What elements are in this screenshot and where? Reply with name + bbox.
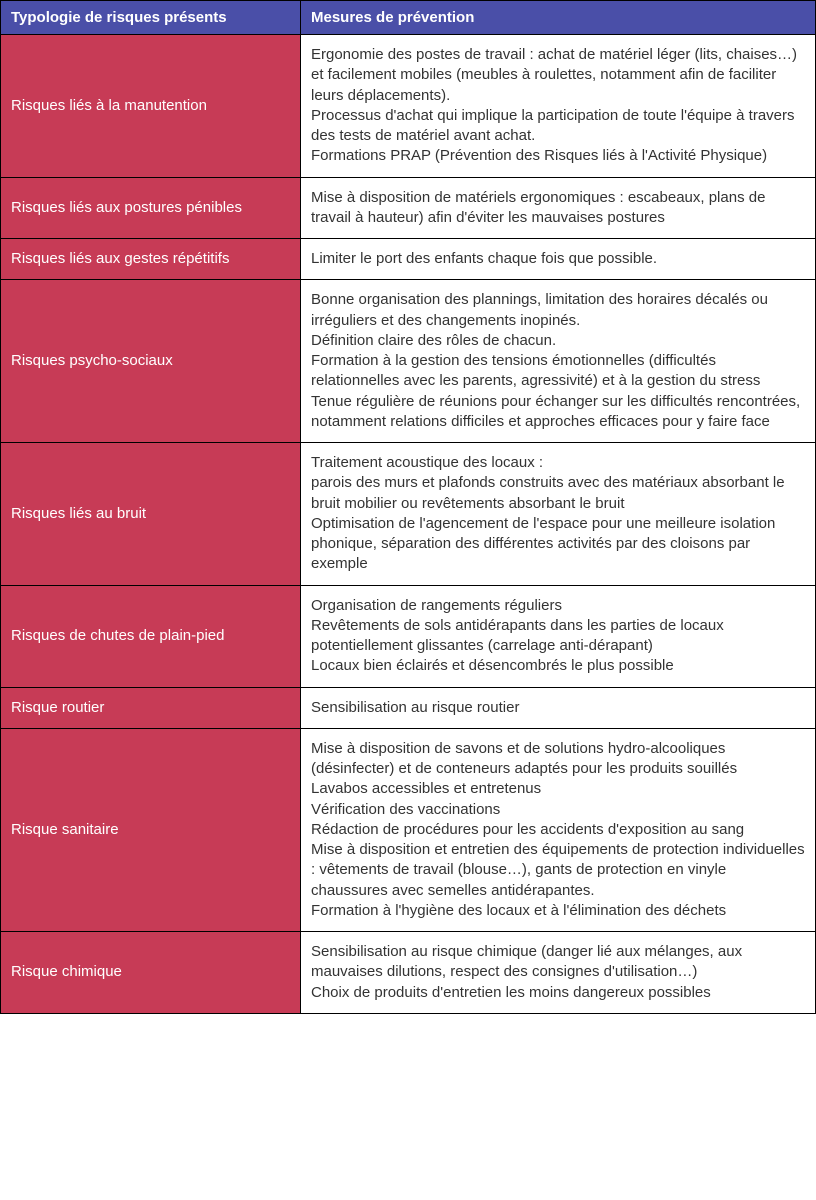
table-row: Risque chimique Sensibilisation au risqu… xyxy=(1,932,816,1014)
table-row: Risques psycho-sociaux Bonne organisatio… xyxy=(1,280,816,443)
measure-cell: Sensibilisation au risque chimique (dang… xyxy=(301,932,816,1014)
risk-cell: Risque routier xyxy=(1,687,301,728)
measure-cell: Organisation de rangements réguliersRevê… xyxy=(301,585,816,687)
table-row: Risque sanitaire Mise à disposition de s… xyxy=(1,728,816,931)
measure-cell: Mise à disposition de savons et de solut… xyxy=(301,728,816,931)
risk-cell: Risques liés aux postures pénibles xyxy=(1,177,301,239)
risk-cell: Risques liés à la manutention xyxy=(1,35,301,178)
table-header-row: Typologie de risques présents Mesures de… xyxy=(1,1,816,35)
measure-cell: Ergonomie des postes de travail : achat … xyxy=(301,35,816,178)
table-row: Risques de chutes de plain-pied Organisa… xyxy=(1,585,816,687)
risk-table: Typologie de risques présents Mesures de… xyxy=(0,0,816,1014)
measure-cell: Bonne organisation des plannings, limita… xyxy=(301,280,816,443)
table-body: Risques liés à la manutention Ergonomie … xyxy=(1,35,816,1014)
measure-cell: Sensibilisation au risque routier xyxy=(301,687,816,728)
measure-cell: Mise à disposition de matériels ergonomi… xyxy=(301,177,816,239)
risk-cell: Risques liés aux gestes répétitifs xyxy=(1,239,301,280)
risk-cell: Risques liés au bruit xyxy=(1,443,301,586)
risk-cell: Risques de chutes de plain-pied xyxy=(1,585,301,687)
risk-table-container: Typologie de risques présents Mesures de… xyxy=(0,0,816,1014)
risk-cell: Risques psycho-sociaux xyxy=(1,280,301,443)
table-row: Risques liés à la manutention Ergonomie … xyxy=(1,35,816,178)
risk-cell: Risque sanitaire xyxy=(1,728,301,931)
measure-cell: Limiter le port des enfants chaque fois … xyxy=(301,239,816,280)
header-measures: Mesures de prévention xyxy=(301,1,816,35)
table-row: Risques liés aux postures pénibles Mise … xyxy=(1,177,816,239)
measure-cell: Traitement acoustique des locaux :parois… xyxy=(301,443,816,586)
risk-cell: Risque chimique xyxy=(1,932,301,1014)
table-row: Risques liés au bruit Traitement acousti… xyxy=(1,443,816,586)
table-row: Risque routier Sensibilisation au risque… xyxy=(1,687,816,728)
header-risk-type: Typologie de risques présents xyxy=(1,1,301,35)
table-row: Risques liés aux gestes répétitifs Limit… xyxy=(1,239,816,280)
